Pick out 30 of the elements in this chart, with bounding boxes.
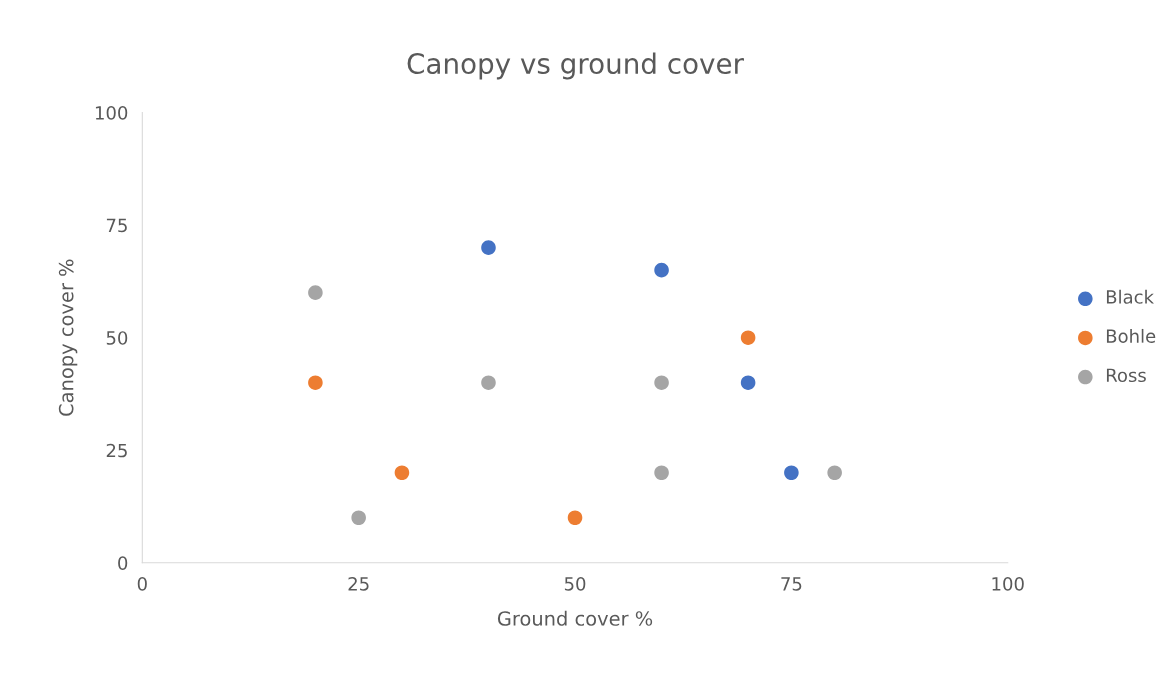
x-tick-label: 0 — [137, 577, 147, 591]
point — [740, 330, 756, 345]
y-axis-title: Canopy cover % — [58, 259, 78, 416]
point — [481, 375, 496, 390]
point — [654, 262, 669, 278]
point — [351, 510, 366, 526]
y-tick-label: 25 — [106, 443, 127, 458]
point — [394, 465, 410, 481]
legend-label: Bohle — [1106, 328, 1156, 343]
point — [654, 375, 669, 390]
x-axis-title: Ground cover % — [497, 610, 653, 626]
point — [654, 465, 669, 481]
point — [481, 240, 496, 255]
point — [308, 285, 323, 300]
point — [784, 465, 799, 481]
point — [567, 510, 583, 526]
point — [740, 375, 756, 390]
x-tick-label: 100 — [992, 577, 1024, 591]
y-tick-label: 50 — [106, 331, 128, 345]
legend-label: Ross — [1106, 368, 1146, 383]
point — [827, 465, 842, 481]
x-tick-label: 75 — [781, 577, 802, 591]
x-tick-label: 25 — [348, 577, 369, 591]
y-tick-label: 0 — [118, 556, 128, 570]
chart-title: Canopy vs ground cover — [407, 52, 745, 80]
y-tick-label: 100 — [95, 106, 128, 120]
y-tick-label: 75 — [106, 218, 127, 233]
x-tick-label: 50 — [564, 577, 586, 591]
legend-label: Black — [1106, 289, 1154, 304]
point — [308, 375, 323, 390]
